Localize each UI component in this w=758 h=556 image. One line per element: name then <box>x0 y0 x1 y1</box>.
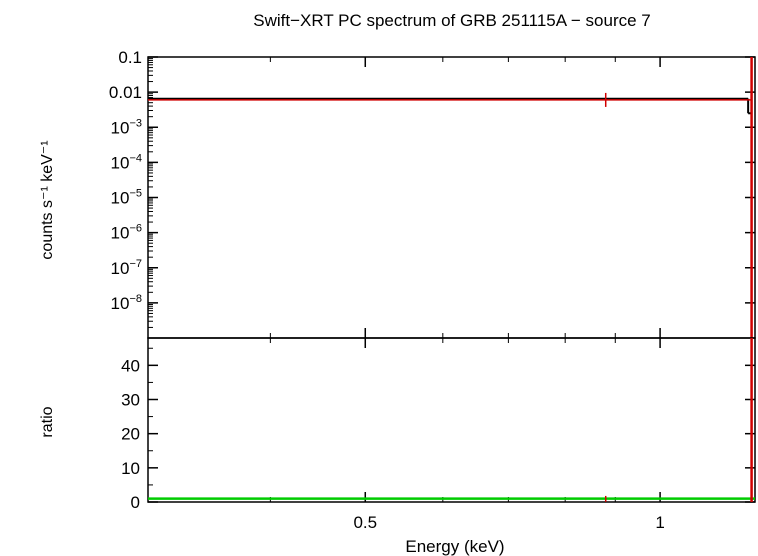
y-tick-label: 10−4 <box>111 152 142 172</box>
y-tick-label: 10−8 <box>111 293 142 313</box>
y-tick-label: 0.01 <box>109 83 142 102</box>
y-tick-label: 10−5 <box>111 188 142 208</box>
y-axis-label-ratio: ratio <box>39 406 56 437</box>
y-tick-label: 10−7 <box>111 258 142 278</box>
x-tick-label: 1 <box>655 513 664 532</box>
y-axis-label-spectrum: counts s⁻¹ keV⁻¹ <box>39 140 56 259</box>
y-tick-label: 0.1 <box>118 48 142 67</box>
ratio-panel: 0 10 20 30 40 0.5 1 <box>121 328 756 532</box>
ratio-frame <box>147 337 756 503</box>
chart-title: Swift−XRT PC spectrum of GRB 251115A − s… <box>253 11 651 30</box>
x-axis-label: Energy (keV) <box>405 537 504 556</box>
y-tick-label: 10−3 <box>111 117 142 137</box>
ratio-y-tick-label: 0 <box>131 493 140 512</box>
ratio-y-tick-label: 30 <box>121 391 140 410</box>
y-tick-label: 10−6 <box>111 223 142 243</box>
ratio-y-tick-label: 20 <box>121 425 140 444</box>
spectrum-panel: 0.1 0.01 10−3 10−4 10−5 10−6 10−7 10−8 <box>109 48 756 339</box>
ratio-y-tick-label: 10 <box>121 459 140 478</box>
x-tick-label: 0.5 <box>353 513 377 532</box>
ratio-y-tick-label: 40 <box>121 356 140 375</box>
